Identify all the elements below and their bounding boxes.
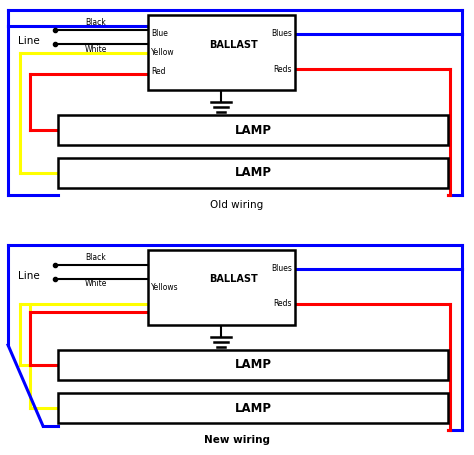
Text: Line: Line — [18, 271, 40, 281]
Text: Blues: Blues — [271, 264, 292, 273]
Text: BALLAST: BALLAST — [209, 40, 258, 50]
Text: Old wiring: Old wiring — [210, 200, 264, 210]
Text: Reds: Reds — [273, 65, 292, 74]
Text: New wiring: New wiring — [204, 435, 270, 445]
Text: LAMP: LAMP — [235, 401, 272, 415]
Text: Line: Line — [18, 36, 40, 46]
Text: LAMP: LAMP — [235, 359, 272, 371]
Bar — [148, 250, 295, 325]
Bar — [58, 158, 448, 188]
Text: White: White — [85, 279, 108, 288]
Text: Blue: Blue — [151, 29, 168, 38]
Bar — [58, 115, 448, 145]
Text: Black: Black — [85, 18, 106, 27]
Text: White: White — [85, 45, 108, 54]
Text: Black: Black — [85, 253, 106, 262]
Text: BALLAST: BALLAST — [209, 274, 258, 284]
Bar — [58, 350, 448, 380]
Bar — [148, 15, 295, 90]
Text: Reds: Reds — [273, 299, 292, 308]
Text: Yellows: Yellows — [151, 283, 179, 292]
Text: LAMP: LAMP — [235, 167, 272, 180]
Bar — [58, 393, 448, 423]
Text: LAMP: LAMP — [235, 123, 272, 136]
Text: Blues: Blues — [271, 29, 292, 38]
Text: Red: Red — [151, 67, 165, 76]
Text: Yellow: Yellow — [151, 48, 174, 57]
